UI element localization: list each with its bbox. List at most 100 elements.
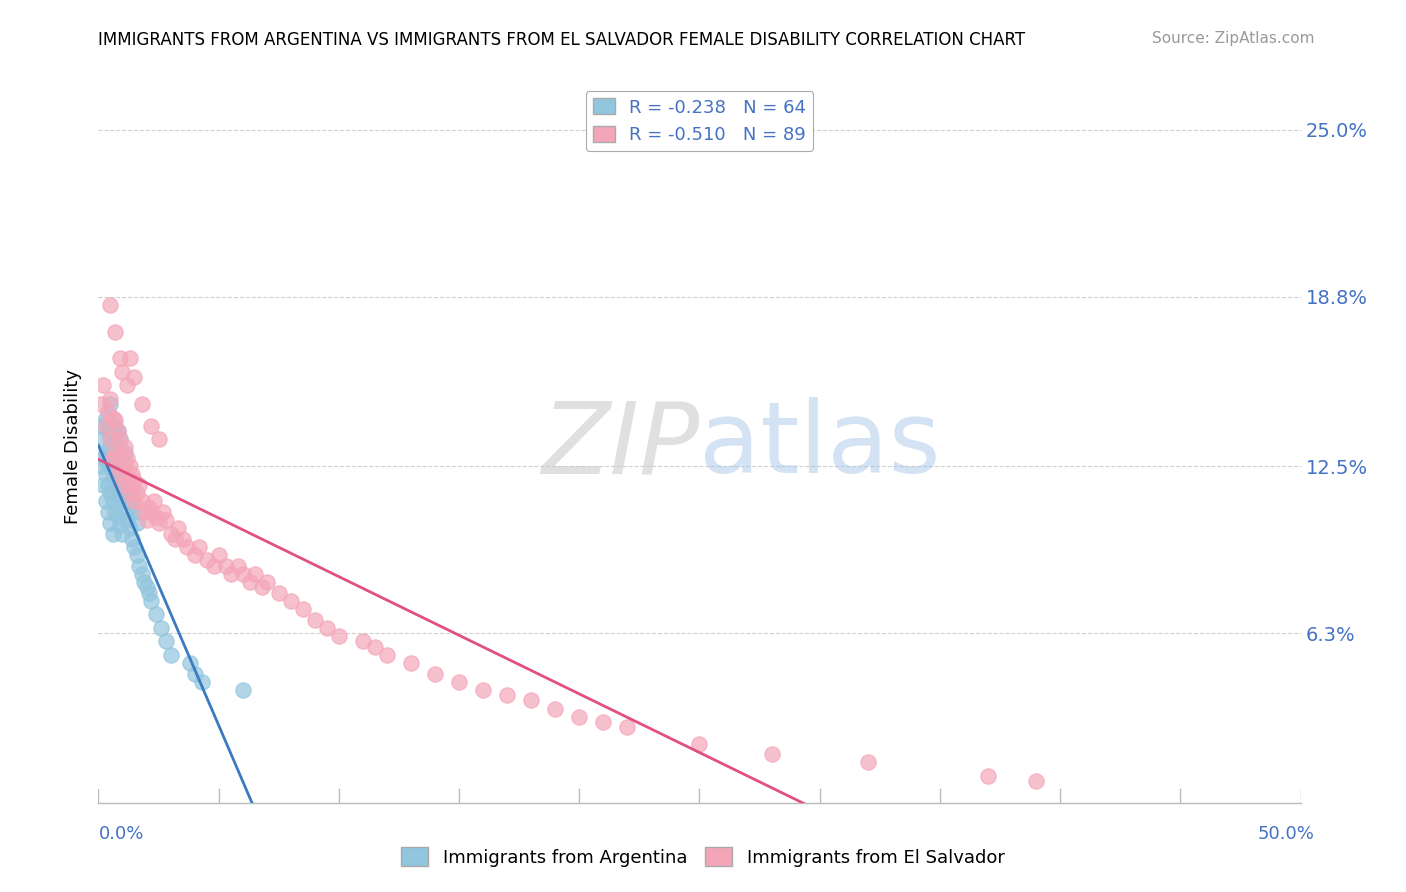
Point (375, 648, 398, 662)
Point (111, 494, 134, 508)
Point (124, 494, 146, 508)
Point (280, 594, 302, 608)
Point (176, 540, 198, 554)
Point (101, 451, 124, 466)
Point (104, 413, 127, 427)
Point (364, 640, 387, 654)
Point (121, 500, 143, 514)
Point (472, 682, 495, 697)
Point (496, 688, 519, 702)
Text: 50.0%: 50.0% (1258, 825, 1315, 843)
Point (202, 558, 225, 573)
Point (101, 410, 124, 425)
Point (239, 574, 262, 589)
Point (761, 747, 783, 762)
Point (138, 586, 160, 600)
Point (90, 459, 112, 474)
Point (148, 516, 170, 530)
Point (94, 494, 117, 508)
Point (447, 674, 470, 689)
Point (592, 714, 614, 729)
Point (97, 478, 120, 492)
Point (165, 532, 187, 546)
Point (90, 432, 112, 446)
Point (399, 656, 422, 670)
Point (117, 481, 139, 495)
Point (155, 513, 177, 527)
Point (352, 634, 374, 648)
Y-axis label: Female Disability: Female Disability (65, 368, 83, 524)
Point (148, 432, 170, 446)
Text: IMMIGRANTS FROM ARGENTINA VS IMMIGRANTS FROM EL SALVADOR FEMALE DISABILITY CORRE: IMMIGRANTS FROM ARGENTINA VS IMMIGRANTS … (98, 31, 1025, 49)
Point (226, 558, 249, 573)
Point (104, 451, 127, 466)
Point (104, 478, 127, 492)
Point (104, 446, 127, 460)
Point (118, 486, 141, 500)
Point (104, 505, 127, 519)
Point (1025, 774, 1047, 789)
Point (91, 451, 114, 466)
Point (108, 432, 131, 446)
Point (97, 451, 120, 466)
Point (104, 325, 127, 339)
Point (107, 424, 129, 438)
Point (111, 446, 134, 460)
Point (128, 478, 150, 492)
Point (232, 566, 254, 581)
Point (108, 491, 131, 506)
Point (107, 457, 129, 471)
Point (121, 532, 143, 546)
Point (117, 451, 139, 466)
Point (104, 418, 127, 433)
Point (149, 621, 172, 635)
Point (114, 459, 136, 474)
Point (94, 467, 117, 482)
Point (125, 548, 148, 562)
Text: 0.0%: 0.0% (98, 825, 143, 843)
Point (108, 351, 131, 366)
Point (250, 580, 273, 594)
Text: ZIP: ZIP (541, 398, 700, 494)
Point (118, 459, 141, 474)
Point (118, 521, 141, 535)
Point (520, 693, 543, 707)
Point (124, 473, 146, 487)
Point (100, 432, 122, 446)
Point (856, 756, 879, 770)
Point (159, 648, 181, 662)
Point (100, 441, 122, 455)
Point (100, 516, 122, 530)
Legend: R = -0.238   N = 64, R = -0.510   N = 89: R = -0.238 N = 64, R = -0.510 N = 89 (586, 91, 813, 151)
Point (138, 500, 160, 514)
Point (108, 518, 131, 533)
Point (568, 709, 591, 723)
Point (114, 505, 136, 519)
Point (166, 521, 188, 535)
Point (91, 418, 114, 433)
Point (111, 365, 134, 379)
Point (179, 656, 201, 670)
Point (94, 410, 117, 425)
Point (132, 505, 155, 519)
Point (135, 513, 157, 527)
Point (117, 513, 139, 527)
Point (128, 558, 150, 573)
Point (423, 666, 446, 681)
Point (155, 634, 177, 648)
Point (215, 558, 238, 573)
Point (131, 494, 153, 508)
Point (101, 526, 124, 541)
Point (145, 607, 167, 622)
Point (111, 462, 134, 476)
Text: atlas: atlas (700, 398, 941, 494)
Point (108, 465, 131, 479)
Point (131, 397, 153, 411)
Point (131, 566, 153, 581)
Point (91, 478, 114, 492)
Point (107, 424, 129, 438)
Point (114, 478, 136, 492)
Point (108, 432, 131, 446)
Point (183, 548, 205, 562)
Point (291, 602, 314, 616)
